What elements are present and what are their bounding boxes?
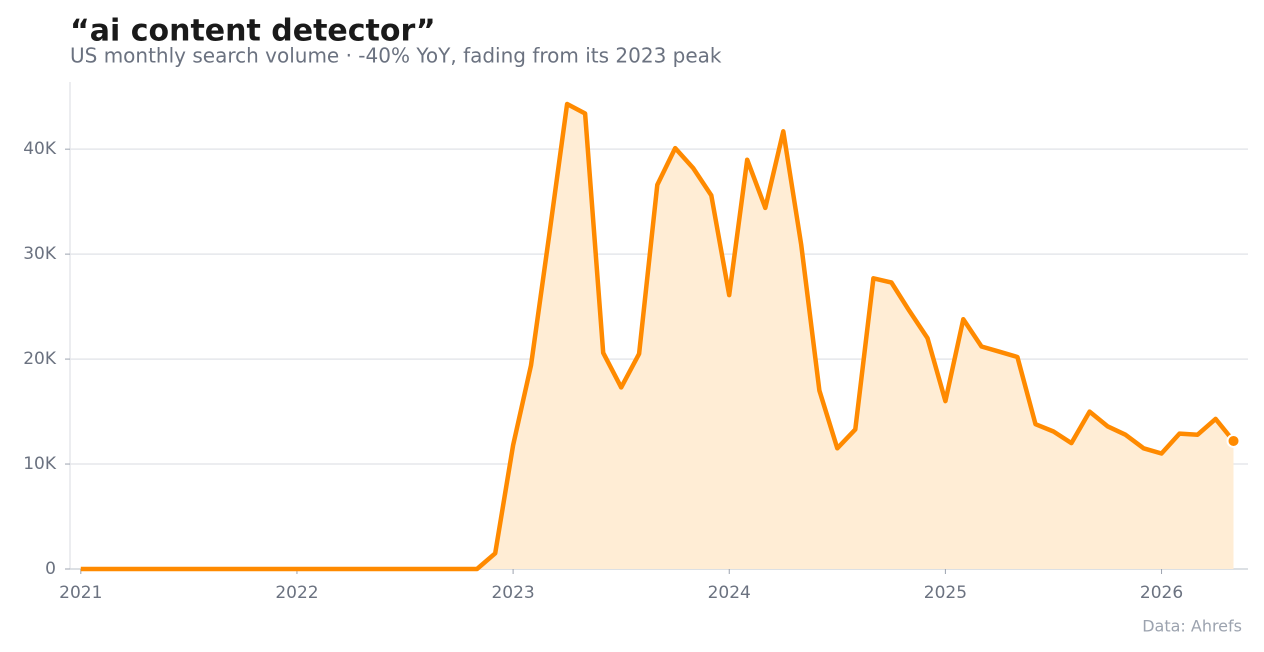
x-tick-label: 2023 [491, 583, 534, 603]
line [80, 101, 1236, 572]
y-tick-label: 40K [23, 139, 57, 159]
area-fill [80, 104, 1234, 569]
source-note: Data: Ahrefs [1142, 617, 1242, 636]
x-tick-label: 2021 [59, 583, 102, 603]
y-tick-label: 10K [23, 454, 57, 474]
x-tick-label: 2025 [924, 583, 967, 603]
x-tick-label: 2026 [1140, 583, 1183, 603]
last-point [1226, 433, 1241, 448]
y-tick-label: 0 [45, 559, 56, 579]
x-tick-label: 2022 [275, 583, 318, 603]
x-tick-label: 2024 [708, 583, 751, 603]
chart-title: “ai content detector” [70, 14, 436, 49]
y-tick-label: 20K [23, 349, 57, 369]
chart-subtitle: US monthly search volume · -40% YoY, fad… [70, 44, 722, 68]
y-tick-label: 30K [23, 244, 57, 264]
